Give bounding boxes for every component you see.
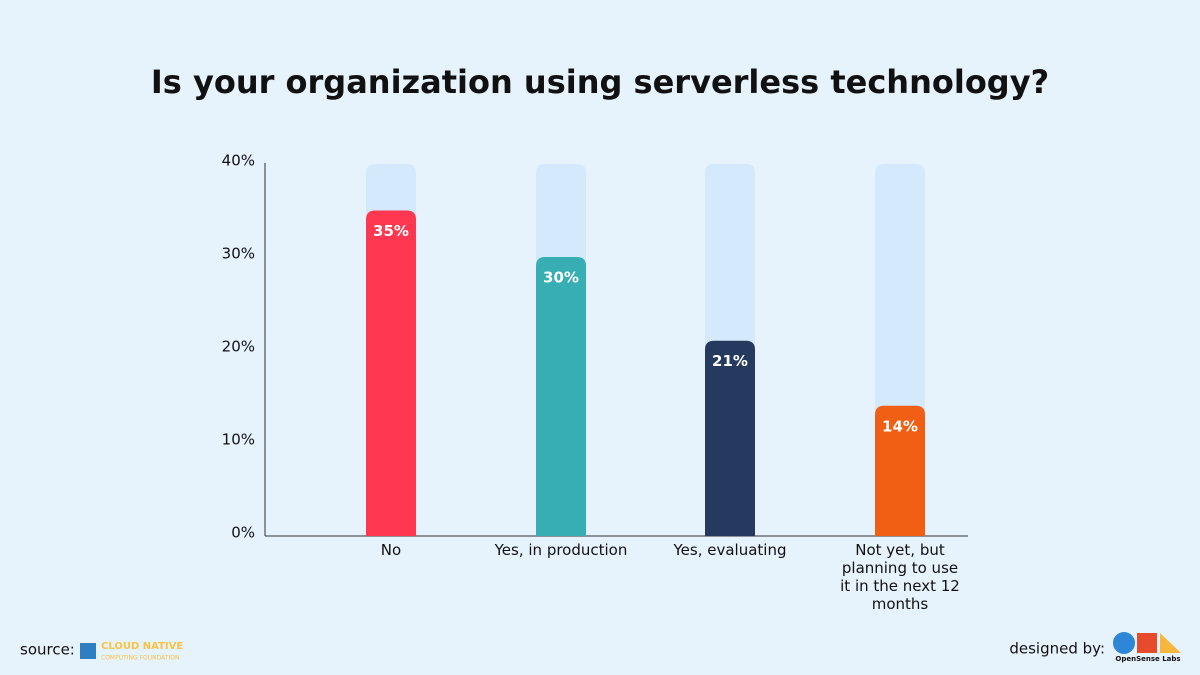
y-tick-label: 10%	[222, 431, 255, 449]
x-tick-label-box: Not yet, but planning to use it in the n…	[840, 541, 960, 613]
data-label: 30%	[543, 269, 579, 287]
data-label: 14%	[882, 417, 918, 435]
designer-name: OpenSense Labs	[1115, 655, 1180, 663]
x-tick-label: Yes, evaluating	[673, 541, 787, 559]
bar	[536, 257, 586, 536]
y-tick-label: 30%	[222, 245, 255, 263]
designer-logo	[1137, 633, 1157, 653]
x-tick-label-box: Yes, in production	[494, 541, 628, 559]
y-tick-label: 20%	[222, 338, 255, 356]
x-tick-label: Not yet, but planning to use it in the n…	[840, 541, 960, 613]
chart-title: Is your organization using serverless te…	[151, 63, 1049, 101]
source-label: source:	[20, 641, 75, 659]
source-name: COMPUTING FOUNDATION	[101, 655, 179, 662]
data-label: 21%	[712, 352, 748, 370]
data-label: 35%	[373, 222, 409, 240]
x-tick-label: Yes, in production	[494, 541, 628, 559]
source-name: CLOUD NATIVE	[101, 641, 183, 652]
designer-logo	[1160, 633, 1181, 653]
designer-logo	[1113, 632, 1135, 654]
bar	[366, 210, 416, 536]
bar	[875, 405, 925, 536]
source-logo	[80, 643, 96, 659]
bar	[705, 340, 755, 536]
x-tick-label: No	[380, 541, 402, 559]
y-tick-label: 0%	[231, 524, 255, 542]
x-tick-label-box: No	[380, 541, 402, 559]
designer-label: designed by:	[1009, 640, 1105, 658]
x-tick-label-box: Yes, evaluating	[673, 541, 787, 559]
y-tick-label: 40%	[222, 152, 255, 170]
